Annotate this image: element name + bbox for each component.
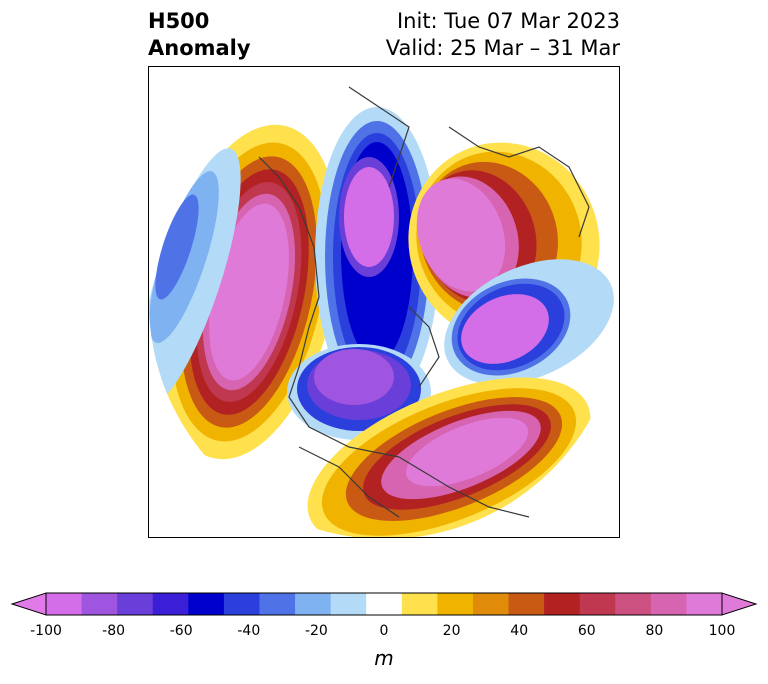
colorbar-swatch <box>472 593 510 615</box>
trough-south-core <box>314 349 394 405</box>
colorbar-swatch <box>259 593 296 615</box>
trough-east-core <box>461 294 549 364</box>
map-panel <box>148 66 620 538</box>
colorbar-tick-label: 80 <box>645 623 663 639</box>
colorbar-tick-label: 0 <box>380 623 389 639</box>
title-line2: Anomaly <box>148 36 251 60</box>
colorbar-tick-label: -100 <box>30 623 62 639</box>
colorbar-border <box>45 592 723 616</box>
colorbar-swatch <box>650 593 687 615</box>
colorbar-swatch <box>81 593 118 615</box>
colorbar-swatch <box>330 593 367 615</box>
colorbar-tick-label: -20 <box>305 623 328 639</box>
colorbar-swatch <box>686 593 723 615</box>
colorbar-min-arrow <box>10 592 47 616</box>
colorbar-tick-label: 100 <box>709 623 736 639</box>
colorbar-swatch <box>117 593 154 615</box>
colorbar-swatch <box>46 593 83 615</box>
colorbar-tick-label: -60 <box>170 623 193 639</box>
colorbar-swatch <box>401 593 438 615</box>
colorbar: -100 -80 -60 -40 -20 0 20 40 60 80 100 m <box>10 590 758 680</box>
ridge-northeast-core <box>416 178 506 292</box>
colorbar-swatch <box>295 593 332 615</box>
chart-title: H500 Anomaly <box>148 8 251 62</box>
colorbar-tick-label: 40 <box>510 623 528 639</box>
anomaly-field <box>149 107 614 537</box>
trough-north-core <box>344 167 394 267</box>
colorbar-swatch <box>508 593 545 615</box>
colorbar-tick-label: -80 <box>102 623 125 639</box>
colorbar-swatch <box>437 593 474 615</box>
colorbar-swatch <box>152 593 189 615</box>
colorbar-swatch <box>544 593 581 615</box>
coastlines <box>258 86 590 518</box>
colorbar-graphic: -100 -80 -60 -40 -20 0 20 40 60 80 100 m <box>10 592 758 670</box>
anomaly-map <box>149 86 614 537</box>
colorbar-unit-label: m <box>374 646 393 670</box>
colorbar-tick-label: 60 <box>578 623 596 639</box>
colorbar-max-arrow <box>721 592 758 616</box>
trough-far-west-core <box>155 194 199 300</box>
colorbar-swatch <box>188 593 225 615</box>
colorbar-swatch <box>223 593 260 615</box>
valid-period: Init: Tue 07 Mar 2023 Valid: 25 Mar – 31… <box>386 8 620 62</box>
valid-range: Valid: 25 Mar – 31 Mar <box>385 36 620 60</box>
colorbar-tick-label: -40 <box>237 623 260 639</box>
colorbar-tick-label: 20 <box>443 623 461 639</box>
ridge-southeast-core <box>405 417 529 487</box>
colorbar-swatch <box>366 593 403 615</box>
colorbar-swatch <box>615 593 652 615</box>
init-date: Init: Tue 07 Mar 2023 <box>396 9 620 33</box>
title-line1: H500 <box>148 9 210 33</box>
colorbar-swatch <box>579 593 616 615</box>
